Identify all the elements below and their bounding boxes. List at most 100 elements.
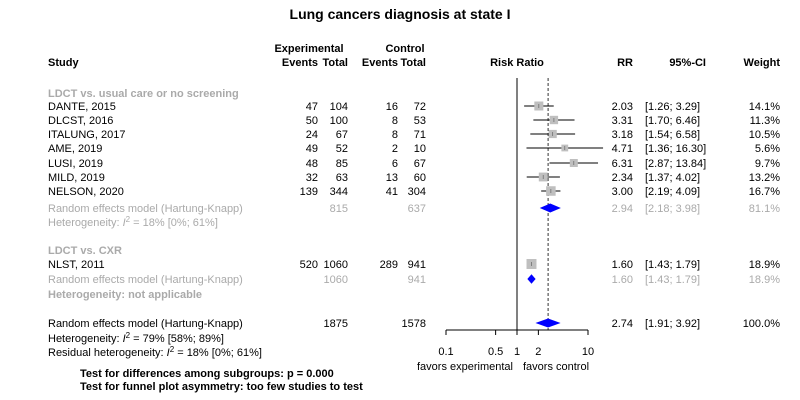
subgroup-summary-ctrl-total: 637 [408, 203, 426, 215]
exp-total: 63 [336, 172, 348, 184]
ci-value: [2.19; 4.09] [645, 186, 700, 198]
subgroup-summary-rr: 1.60 [612, 274, 633, 286]
x-axis-tick-label: 10 [582, 346, 594, 358]
residual-heterogeneity: Residual heterogeneity: I2 = 18% [0%; 61… [48, 345, 262, 359]
overall-rr: 2.74 [612, 318, 633, 330]
study-label: NELSON, 2020 [48, 186, 124, 198]
exp-events: 520 [300, 259, 318, 271]
exp-events: 32 [306, 172, 318, 184]
subgroup-summary-ci: [2.18; 3.98] [645, 203, 700, 215]
study-label: AME, 2019 [48, 143, 102, 155]
header-control: Control [385, 43, 424, 55]
favors-control-label: favors control [523, 361, 589, 373]
study-label: MILD, 2019 [48, 172, 105, 184]
study-label: ITALUNG, 2017 [48, 129, 125, 141]
ctrl-events: 8 [392, 115, 398, 127]
weight-value: 18.9% [749, 259, 780, 271]
ci-value: [1.37; 4.02] [645, 172, 700, 184]
exp-total: 1060 [324, 259, 348, 271]
subgroup-summary-weight: 81.1% [749, 203, 780, 215]
overall-ctrl-total: 1578 [402, 318, 426, 330]
overall-ci: [1.91; 3.92] [645, 318, 700, 330]
subgroup-heterogeneity: Heterogeneity: not applicable [48, 289, 202, 301]
subgroup-label: LDCT vs. usual care or no screening [48, 88, 239, 100]
subgroup-summary-ctrl-total: 941 [408, 274, 426, 286]
subgroup-summary-exp-total: 815 [330, 203, 348, 215]
ci-value: [1.26; 3.29] [645, 101, 700, 113]
header-ctrl-events: Events [362, 57, 398, 69]
subgroup-summary-label: Random effects model (Hartung-Knapp) [48, 274, 243, 286]
x-axis-tick-label: 2 [535, 346, 541, 358]
ctrl-total: 67 [414, 158, 426, 170]
overall-exp-total: 1875 [324, 318, 348, 330]
header-exp-total: Total [323, 57, 348, 69]
ctrl-total: 941 [408, 259, 426, 271]
subgroup-test-text: Test for differences among subgroups: p … [80, 368, 334, 380]
subgroup-summary-ci: [1.43; 1.79] [645, 274, 700, 286]
ctrl-events: 289 [380, 259, 398, 271]
ci-value: [1.70; 6.46] [645, 115, 700, 127]
study-label: NLST, 2011 [48, 259, 105, 271]
exp-total: 52 [336, 143, 348, 155]
weight-value: 13.2% [749, 172, 780, 184]
subgroup-summary-exp-total: 1060 [324, 274, 348, 286]
exp-total: 104 [330, 101, 348, 113]
ci-value: [2.87; 13.84] [645, 158, 706, 170]
header-ci: 95%-CI [669, 57, 706, 69]
header-weight: Weight [744, 57, 781, 69]
weight-value: 11.3% [750, 115, 781, 127]
exp-total: 67 [336, 129, 348, 141]
ctrl-total: 72 [414, 101, 426, 113]
ctrl-events: 8 [392, 129, 398, 141]
subgroup-summary-rr: 2.94 [612, 203, 633, 215]
study-label: DANTE, 2015 [48, 101, 116, 113]
weight-value: 5.6% [755, 143, 780, 155]
overall-summary-diamond [535, 318, 561, 328]
exp-total: 85 [336, 158, 348, 170]
header-risk-ratio: Risk Ratio [490, 57, 544, 69]
overall-heterogeneity: Heterogeneity: I2 = 79% [58%; 89%] [48, 331, 224, 345]
x-axis-tick-label: 1 [514, 346, 520, 358]
subgroup-summary-weight: 18.9% [749, 274, 780, 286]
exp-events: 24 [306, 129, 318, 141]
rr-value: 2.03 [612, 101, 633, 113]
subgroup-summary-diamond [539, 203, 561, 213]
ctrl-total: 53 [414, 115, 426, 127]
ctrl-events: 13 [386, 172, 398, 184]
header-experimental: Experimental [274, 43, 343, 55]
ctrl-events: 41 [386, 186, 398, 198]
header-study: Study [48, 57, 79, 69]
ctrl-total: 304 [408, 186, 426, 198]
ctrl-total: 60 [414, 172, 426, 184]
rr-value: 3.31 [612, 115, 633, 127]
funnel-test-text: Test for funnel plot asymmetry: too few … [80, 381, 363, 393]
subgroup-label: LDCT vs. CXR [48, 245, 122, 257]
subgroup-summary-label: Random effects model (Hartung-Knapp) [48, 203, 243, 215]
rr-value: 3.00 [612, 186, 633, 198]
ctrl-total: 71 [414, 129, 426, 141]
subgroup-summary-diamond [527, 274, 536, 284]
weight-value: 14.1% [749, 101, 780, 113]
ctrl-events: 16 [386, 101, 398, 113]
ctrl-events: 6 [392, 158, 398, 170]
rr-value: 1.60 [612, 259, 633, 271]
overall-weight: 100.0% [743, 318, 781, 330]
ci-value: [1.43; 1.79] [645, 259, 700, 271]
exp-events: 139 [300, 186, 318, 198]
exp-events: 48 [306, 158, 318, 170]
exp-events: 49 [306, 143, 318, 155]
exp-total: 100 [330, 115, 348, 127]
x-axis-tick-label: 0.5 [488, 346, 503, 358]
weight-value: 16.7% [749, 186, 780, 198]
weight-value: 10.5% [749, 129, 780, 141]
header-exp-events: Events [282, 57, 318, 69]
rr-value: 2.34 [612, 172, 633, 184]
ctrl-events: 2 [392, 143, 398, 155]
rr-value: 3.18 [612, 129, 633, 141]
rr-value: 4.71 [612, 143, 633, 155]
favors-experimental-label: favors experimental [417, 361, 513, 373]
ci-value: [1.36; 16.30] [645, 143, 706, 155]
rr-value: 6.31 [612, 158, 633, 170]
study-label: LUSI, 2019 [48, 158, 103, 170]
